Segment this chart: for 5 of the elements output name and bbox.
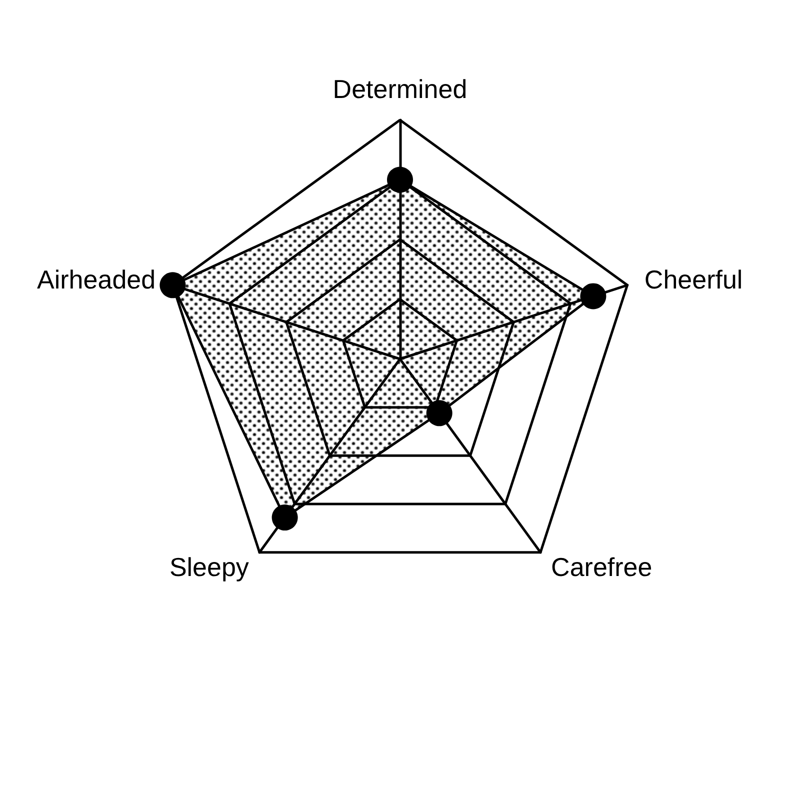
spoke-label: Determined (332, 74, 468, 104)
spoke-label: Sleepy (169, 552, 249, 582)
spoke-label: Airheaded (37, 264, 156, 295)
spoke-label: Cheerful (644, 264, 743, 295)
spoke-label: Carefree (551, 552, 652, 582)
